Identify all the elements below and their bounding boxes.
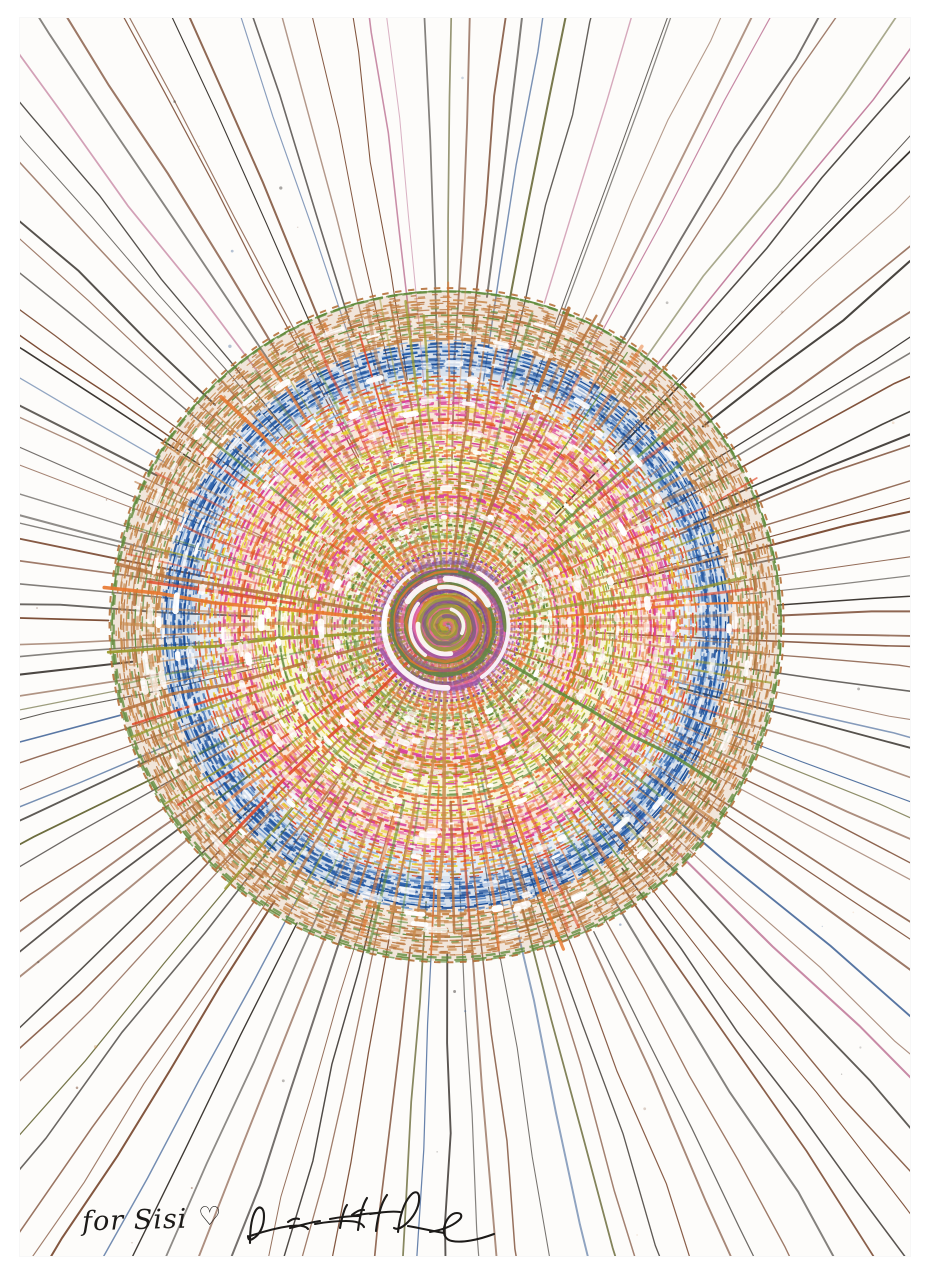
ink-speckle-layer	[36, 76, 895, 1244]
core-spiral-layer	[373, 556, 516, 696]
